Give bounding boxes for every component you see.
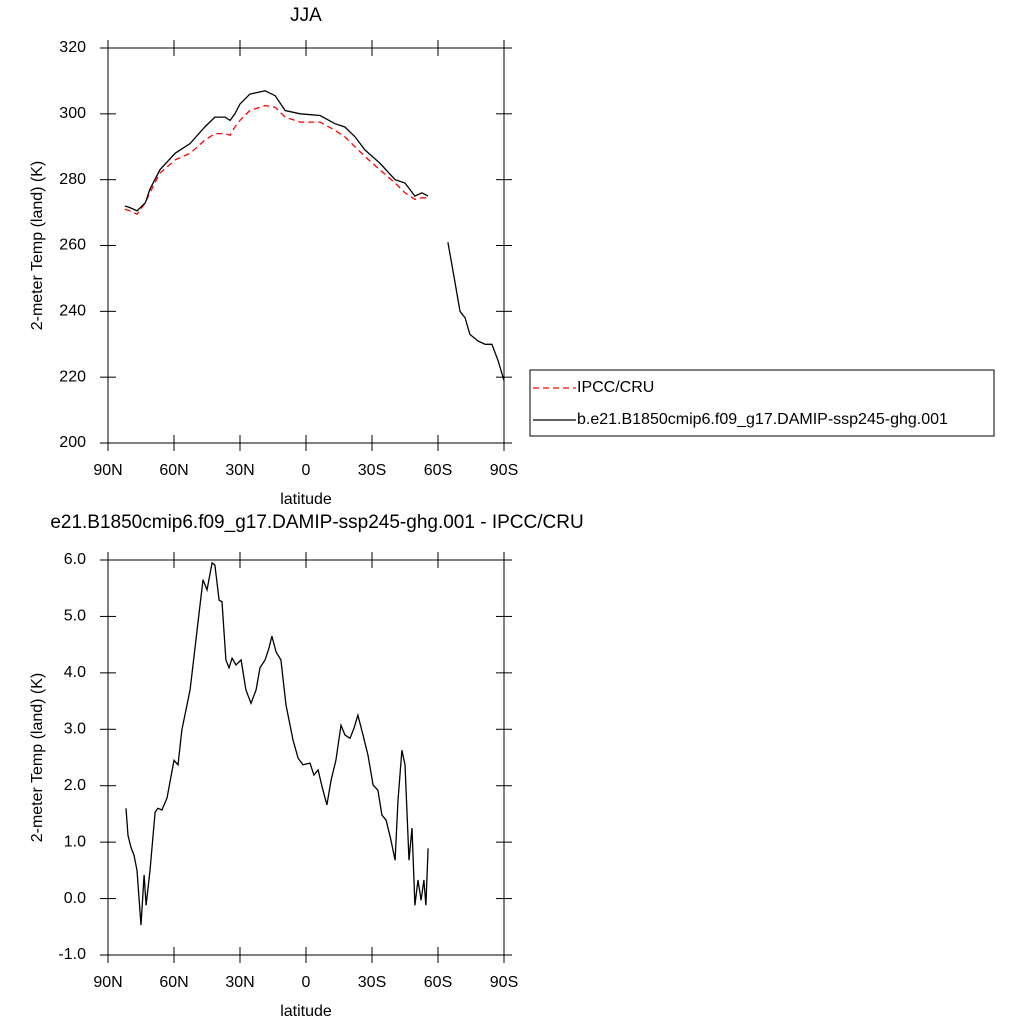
x-tick-label: 90N <box>93 974 122 991</box>
y-tick-label: 220 <box>59 368 86 385</box>
x-tick-label: 60N <box>159 462 188 479</box>
chart-title: JJA <box>290 5 322 26</box>
data-line <box>124 90 505 381</box>
y-tick-label: 300 <box>59 105 86 122</box>
y-tick-label: 4.0 <box>64 664 86 681</box>
data-line <box>125 561 429 926</box>
x-tick-label: 60S <box>424 462 452 479</box>
legend-label: IPCC/CRU <box>577 379 654 396</box>
data-line <box>124 104 429 216</box>
plot-frame <box>107 559 505 956</box>
y-tick-label: 2.0 <box>64 777 86 794</box>
y-axis-label: 2-meter Temp (land) (K) <box>29 161 46 331</box>
legend-box <box>529 369 995 437</box>
x-tick-label: 90N <box>93 462 122 479</box>
plot-frame <box>107 47 505 444</box>
y-axis-label: 2-meter Temp (land) (K) <box>29 673 46 843</box>
y-tick-label: 240 <box>59 303 86 320</box>
y-tick-label: -1.0 <box>58 946 86 963</box>
x-tick-label: 30N <box>225 974 254 991</box>
x-axis-label: latitude <box>280 1003 332 1020</box>
x-tick-label: 90S <box>490 462 518 479</box>
y-tick-label: 5.0 <box>64 608 86 625</box>
x-tick-label: 30S <box>358 974 386 991</box>
x-tick-label: 90S <box>490 974 518 991</box>
x-tick-label: 60N <box>159 974 188 991</box>
x-axis-label: latitude <box>280 491 332 508</box>
x-tick-label: 30S <box>358 462 386 479</box>
y-tick-label: 200 <box>59 434 86 451</box>
legend-label: b.e21.B1850cmip6.f09_g17.DAMIP-ssp245-gh… <box>577 411 948 428</box>
y-tick-label: 0.0 <box>64 890 86 907</box>
y-tick-label: 1.0 <box>64 833 86 850</box>
chart-title: e21.B1850cmip6.f09_g17.DAMIP-ssp245-ghg.… <box>50 512 583 533</box>
x-tick-label: 0 <box>302 462 311 479</box>
x-tick-label: 30N <box>225 462 254 479</box>
y-tick-label: 280 <box>59 171 86 188</box>
y-tick-label: 6.0 <box>64 551 86 568</box>
x-tick-label: 60S <box>424 974 452 991</box>
y-tick-label: 320 <box>59 39 86 56</box>
y-tick-label: 260 <box>59 237 86 254</box>
y-tick-label: 3.0 <box>64 721 86 738</box>
x-tick-label: 0 <box>302 974 311 991</box>
